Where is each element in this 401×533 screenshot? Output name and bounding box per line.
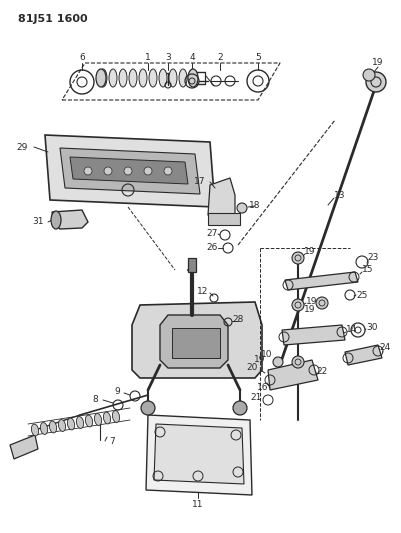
Ellipse shape: [129, 69, 137, 87]
Circle shape: [233, 401, 246, 415]
Ellipse shape: [94, 414, 101, 425]
Circle shape: [272, 357, 282, 367]
Text: 23: 23: [367, 254, 378, 262]
Bar: [188, 258, 196, 272]
Polygon shape: [52, 210, 88, 229]
Circle shape: [237, 203, 246, 213]
Circle shape: [164, 167, 172, 175]
Circle shape: [104, 167, 112, 175]
Ellipse shape: [51, 211, 61, 229]
Bar: [207, 213, 239, 225]
Ellipse shape: [188, 69, 198, 87]
Circle shape: [144, 167, 152, 175]
Ellipse shape: [112, 410, 119, 423]
Polygon shape: [154, 424, 243, 484]
Polygon shape: [267, 360, 317, 390]
Text: 19: 19: [371, 58, 383, 67]
Circle shape: [124, 167, 132, 175]
Text: 7: 7: [109, 438, 115, 447]
Ellipse shape: [119, 69, 127, 87]
Text: 16: 16: [256, 384, 267, 392]
Ellipse shape: [58, 419, 65, 431]
Ellipse shape: [99, 69, 107, 87]
Text: 26: 26: [206, 244, 217, 253]
Text: 8: 8: [92, 395, 98, 405]
Text: 31: 31: [32, 217, 44, 227]
Ellipse shape: [40, 423, 47, 434]
Text: 21: 21: [250, 393, 261, 402]
Text: 13: 13: [333, 190, 345, 199]
Text: 25: 25: [355, 290, 367, 300]
Polygon shape: [60, 148, 200, 194]
Text: 27: 27: [206, 229, 217, 238]
Polygon shape: [207, 178, 235, 220]
Ellipse shape: [178, 69, 186, 87]
Polygon shape: [132, 302, 261, 378]
Circle shape: [291, 356, 303, 368]
Polygon shape: [160, 315, 227, 368]
Ellipse shape: [96, 69, 106, 87]
Polygon shape: [344, 345, 381, 365]
Text: 29: 29: [16, 142, 28, 151]
Ellipse shape: [168, 69, 176, 87]
Ellipse shape: [76, 417, 83, 429]
Text: 20: 20: [246, 364, 257, 373]
Polygon shape: [284, 272, 357, 290]
Text: 12: 12: [196, 287, 207, 296]
Circle shape: [315, 297, 327, 309]
Polygon shape: [146, 415, 251, 495]
Text: 17: 17: [194, 177, 205, 187]
Ellipse shape: [31, 424, 38, 436]
Text: 11: 11: [192, 500, 203, 510]
Text: 24: 24: [379, 343, 390, 352]
Polygon shape: [70, 157, 188, 184]
Text: 30: 30: [365, 324, 377, 333]
Ellipse shape: [49, 421, 57, 433]
Text: 1: 1: [145, 52, 150, 61]
Text: 15: 15: [361, 265, 373, 274]
Text: 81J51 1600: 81J51 1600: [18, 14, 87, 24]
Polygon shape: [45, 135, 215, 207]
Text: 14: 14: [345, 326, 357, 335]
Text: 19: 19: [306, 297, 317, 306]
Text: 3: 3: [165, 52, 170, 61]
Polygon shape: [281, 325, 344, 345]
Text: 5: 5: [255, 52, 260, 61]
Text: 19: 19: [304, 247, 315, 256]
Text: 10: 10: [261, 351, 272, 359]
Text: 28: 28: [232, 316, 243, 325]
Text: 2: 2: [217, 52, 222, 61]
Ellipse shape: [85, 415, 92, 427]
Circle shape: [362, 69, 374, 81]
Text: 9: 9: [114, 387, 120, 397]
Circle shape: [84, 167, 92, 175]
Text: 22: 22: [316, 367, 327, 376]
Ellipse shape: [109, 69, 117, 87]
Ellipse shape: [139, 69, 147, 87]
Circle shape: [291, 252, 303, 264]
Ellipse shape: [159, 69, 166, 87]
Text: 6: 6: [79, 52, 85, 61]
Text: 19: 19: [253, 356, 264, 365]
Bar: [172, 328, 219, 358]
Circle shape: [141, 401, 155, 415]
Text: 18: 18: [249, 200, 260, 209]
Text: 4: 4: [189, 52, 194, 61]
Ellipse shape: [149, 69, 157, 87]
Ellipse shape: [103, 412, 110, 424]
Text: 19: 19: [303, 305, 314, 314]
Polygon shape: [10, 435, 38, 459]
Circle shape: [365, 72, 385, 92]
Circle shape: [291, 299, 303, 311]
Ellipse shape: [67, 418, 75, 430]
